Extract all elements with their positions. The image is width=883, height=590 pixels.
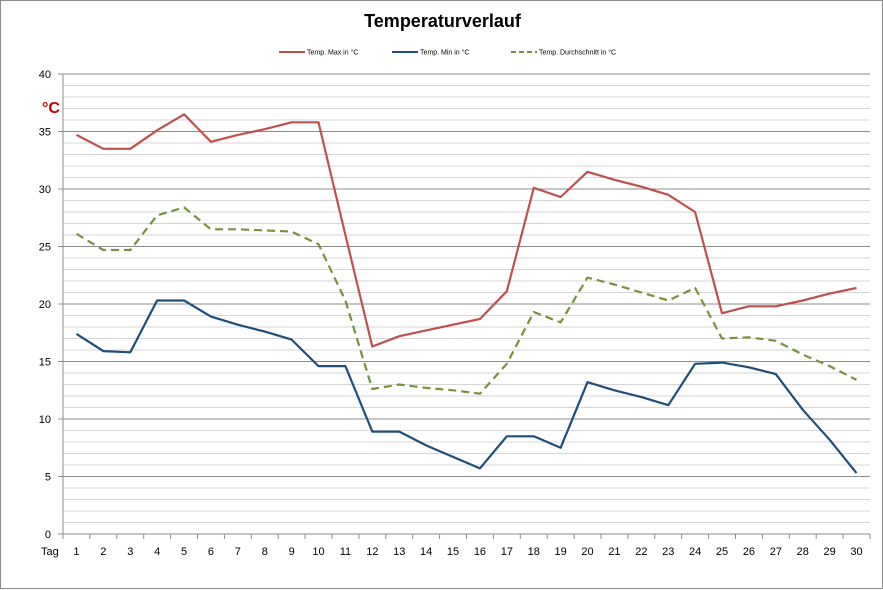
y-tick-label: 35 [39, 127, 51, 139]
chart-title: Temperaturverlauf [364, 11, 521, 31]
x-tick-label: 22 [635, 546, 647, 558]
x-tick-label: 3 [127, 546, 133, 558]
x-tick-label: 17 [501, 546, 513, 558]
x-tick-label: 20 [581, 546, 593, 558]
y-tick-label: 40 [39, 69, 51, 81]
x-tick-label: 18 [528, 546, 540, 558]
x-tick-label: 1 [73, 546, 79, 558]
x-tick-label: 11 [340, 546, 351, 558]
x-tick-label: 16 [474, 546, 486, 558]
x-tick-label: 4 [154, 546, 160, 558]
series-line-1 [75, 113, 857, 348]
y-tick-label: 30 [39, 184, 51, 196]
x-tick-label: 29 [824, 546, 836, 558]
legend-label-2: Temp. Min in °C [420, 49, 469, 57]
x-tick-label: 14 [420, 546, 432, 558]
legend-label-3: Temp. Durchschnitt in °C [539, 49, 616, 57]
series-lines [75, 113, 858, 474]
x-tick-label: 28 [797, 546, 809, 558]
series-line-3 [75, 206, 858, 395]
x-tick-label: 13 [393, 546, 405, 558]
series-line-2 [75, 299, 858, 474]
y-tick-label: 0 [45, 529, 51, 541]
x-tick-label: 26 [743, 546, 755, 558]
y-tick-label: 5 [45, 472, 51, 484]
x-tick-label: 23 [662, 546, 674, 558]
y-tick-label: 20 [39, 299, 51, 311]
y-tick-label: 15 [39, 357, 51, 369]
x-tick-label: 27 [770, 546, 782, 558]
legend-label-1: Temp. Max in °C [307, 49, 358, 57]
x-tick-label: 5 [181, 546, 187, 558]
x-tick-label: 7 [235, 546, 241, 558]
x-tick-label: 9 [289, 546, 295, 558]
y-axis-unit-label: °C [42, 100, 60, 117]
x-tick-label: 30 [850, 546, 862, 558]
x-tick-label: 21 [608, 546, 620, 558]
y-tick-labels: 0 5 10 15 20 25 30 35 40 [39, 69, 51, 541]
x-tick-labels: 1 2 3 4 5 6 7 8 9 10 11 12 13 14 15 16 17 18 19 20 21 22 23 24 2… [73, 546, 862, 558]
x-tick-label: 25 [716, 546, 728, 558]
x-tick-label: 8 [262, 546, 268, 558]
x-tick-label: 15 [447, 546, 459, 558]
axes [58, 73, 871, 539]
x-tick-label: 10 [312, 546, 324, 558]
x-tick-label: 24 [689, 546, 701, 558]
x-tick-label: 12 [366, 546, 378, 558]
x-tick-label: 2 [100, 546, 106, 558]
legend: Temp. Max in °C Temp. Min in °C Temp. Durc… [279, 49, 616, 57]
grid-lines [63, 73, 870, 535]
x-tick-label: 19 [555, 546, 567, 558]
y-tick-label: 25 [39, 242, 51, 254]
x-axis-label: Tag [41, 546, 59, 558]
y-tick-label: 10 [39, 414, 51, 426]
x-tick-label: 6 [208, 546, 214, 558]
